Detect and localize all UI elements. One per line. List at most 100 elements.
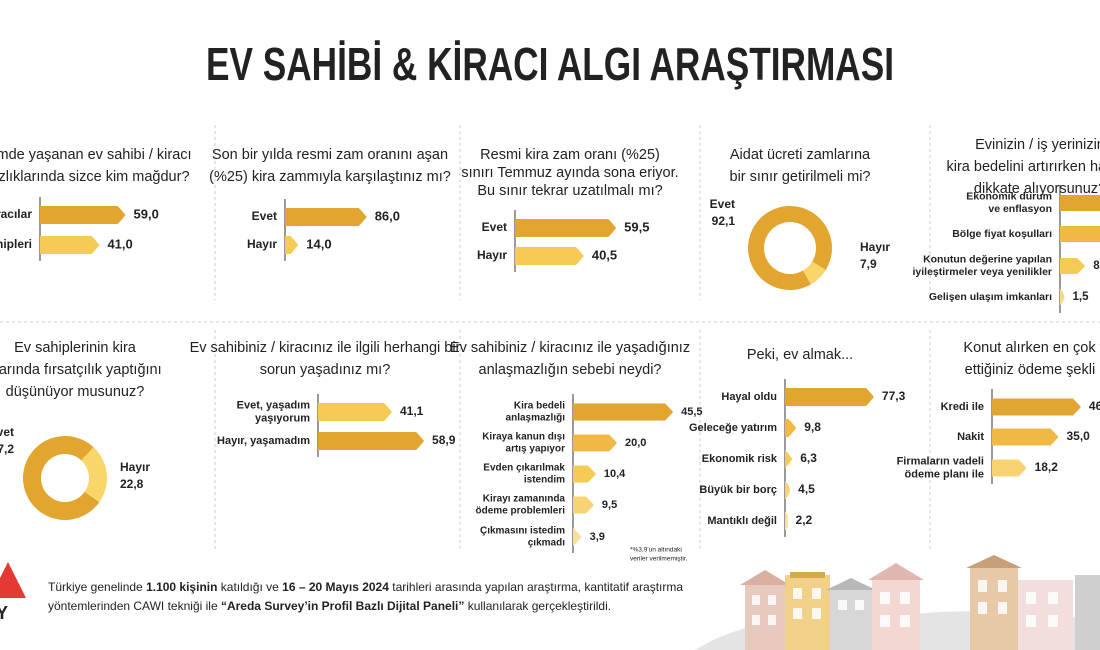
bar: [1060, 258, 1086, 274]
footer-text: yöntemlerinden CAWI tekniği ile “Areda S…: [48, 599, 611, 613]
bar: [573, 403, 674, 421]
value-label: 2,2: [796, 513, 813, 527]
value-label: 59,0: [134, 206, 159, 221]
panel: Ev sahibiniz / kiracınız ile ilgili herh…: [190, 340, 461, 457]
panel-title: emde yaşanan ev sahibi / kiracı: [0, 147, 192, 163]
bar: [785, 512, 788, 530]
panel-title: sorun yaşadınız mı?: [260, 362, 391, 378]
main-title: EV SAHİBİ & KİRACI ALGI ARAŞTIRMASI: [206, 38, 894, 90]
bar-label: Evet, yaşadım: [237, 399, 311, 411]
value-label: 9,8: [804, 420, 821, 434]
footnote: veriler verilmemiştir.: [630, 556, 688, 563]
bar: [573, 465, 596, 483]
logo: A Y: [0, 562, 26, 623]
bar-label: Nakit: [957, 431, 984, 443]
bar: [573, 528, 582, 546]
bar-label: Çıkmasını istedim: [480, 526, 565, 537]
panel-title: ettiğiniz ödeme şekli ne: [965, 362, 1100, 378]
donut-value: 92,1: [712, 214, 736, 228]
bar-label: Evden çıkarılmak: [483, 463, 565, 474]
bar-label: istendim: [524, 475, 565, 486]
bar-label: Geleceğe yatırım: [689, 422, 777, 434]
footer-segment: tarihleri arasında yapılan araştırma, ka…: [389, 580, 683, 594]
footer-text: Türkiye genelinde 1.100 kişinin katıldığ…: [48, 580, 683, 594]
value-label: 10,4: [604, 468, 626, 480]
bar: [1060, 195, 1100, 211]
panel-title: dikkate alıyorsunuz?: [974, 181, 1100, 197]
footnote: *%3,9'un altındaki: [630, 547, 682, 554]
panel: Konut alırken en çok ter ettiğiniz ödeme …: [897, 340, 1100, 484]
value-label: 77,3: [882, 389, 906, 403]
bar-label: ıracılar: [0, 207, 32, 221]
donut-label: Hayır: [860, 240, 890, 254]
bar: [515, 247, 584, 265]
bar-label: anlaşmazlığı: [506, 413, 566, 424]
value-label: 14,0: [306, 236, 331, 251]
panel-title: Evinizin / iş yerinizin: [975, 137, 1100, 153]
panel-title: Ev sahibiniz / kiracınız ile yaşadığınız: [450, 340, 690, 356]
bar-label: Kiraya kanun dışı: [482, 432, 565, 443]
bar: [285, 208, 367, 226]
panel-title: Konut alırken en çok ter: [963, 340, 1100, 356]
panel: Ev sahiplerinin kira şlarında fırsatçılık…: [0, 340, 162, 520]
panel-title: düşünüyor musunuz?: [6, 384, 145, 400]
bar: [992, 459, 1027, 477]
bar-label: Ekonomik risk: [702, 453, 778, 465]
bar: [785, 450, 793, 468]
value-label: 18,2: [1035, 460, 1059, 474]
donut-label: Evet: [710, 197, 735, 211]
bar-label: artış yapıyor: [506, 444, 566, 455]
bar-label: Konutun değerine yapılan: [923, 254, 1052, 266]
value-label: 45,5: [681, 406, 702, 418]
panel-title: bir sınır getirilmeli mi?: [730, 169, 871, 185]
footer-segment: katıldığı ve: [217, 580, 282, 594]
value-label: 4,5: [798, 482, 815, 496]
panel: emde yaşanan ev sahibi / kiracı azlıkları…: [0, 147, 192, 261]
footer-segment: 1.100 kişinin: [146, 580, 217, 594]
bar: [573, 496, 594, 514]
panel-title: Son bir yılda resmi zam oranını aşan: [212, 147, 448, 163]
panel-title: kira bedelini artırırken hangi f: [947, 159, 1100, 175]
panel-title: azlıklarında sizce kim mağdur?: [0, 169, 190, 185]
panel-title: Aidat ücreti zamlarına: [730, 147, 871, 163]
panel-title: Bu sınır tekrar uzatılmalı mı?: [477, 183, 662, 199]
donut-segment: [81, 447, 107, 503]
value-label: 3,9: [590, 531, 605, 543]
bar-label: Kredi ile: [941, 401, 984, 413]
panel-title: Ev sahibiniz / kiracınız ile ilgili herh…: [190, 340, 461, 356]
panel-title: sınırı Temmuz ayında sona eriyor.: [461, 165, 678, 181]
panel: Peki, ev almak... Hayal oldu 77,3 Geleceğe …: [689, 347, 906, 537]
panel-title: anlaşmazlığın sebebi neydi?: [479, 362, 662, 378]
bar-label: Hayır, yaşamadım: [217, 435, 310, 447]
panel: Son bir yılda resmi zam oranını aşan (%25…: [209, 147, 451, 261]
bar-label: ödeme problemleri: [476, 506, 566, 517]
donut-value: 22,8: [120, 477, 144, 491]
bar: [992, 398, 1081, 416]
footer-segment: kullanılarak gerçekleştirildi.: [464, 599, 611, 613]
bar: [785, 388, 874, 406]
panel-title: Resmi kira zam oranı (%25): [480, 147, 660, 163]
value-label: 9,5: [602, 499, 617, 511]
footer-segment: Türkiye genelinde: [48, 580, 146, 594]
bar: [785, 419, 797, 437]
value-label: 86,0: [375, 208, 400, 223]
value-label: 40,5: [592, 247, 617, 262]
footer-segment: yöntemlerinden CAWI tekniği ile: [48, 599, 221, 613]
bar: [785, 481, 791, 499]
footer-segment: 16 – 20 Mayıs 2024: [282, 580, 389, 594]
value-label: 58,9: [432, 433, 456, 447]
bar-label: ve enflasyon: [988, 203, 1052, 215]
panel: Aidat ücreti zamlarına bir sınır getirilm…: [710, 147, 890, 290]
panel-title: (%25) kira zammıyla karşılaştınız mı?: [209, 169, 451, 185]
donut-segment: [748, 206, 832, 290]
bar-label: Ekonomik durum: [966, 191, 1052, 203]
bar-label: Hayır: [247, 237, 277, 251]
value-label: 1,5: [1073, 291, 1090, 303]
bar-label: Bölge fiyat koşulları: [952, 228, 1052, 240]
panel-title: şlarında fırsatçılık yaptığını: [0, 362, 162, 378]
value-label: 35,0: [1067, 429, 1091, 443]
bar-label: Hayal oldu: [721, 391, 777, 403]
donut-label: Hayır: [120, 460, 150, 474]
bar-label: çıkmadı: [528, 538, 565, 549]
panel-title: Ev sahiplerinin kira: [14, 340, 137, 356]
